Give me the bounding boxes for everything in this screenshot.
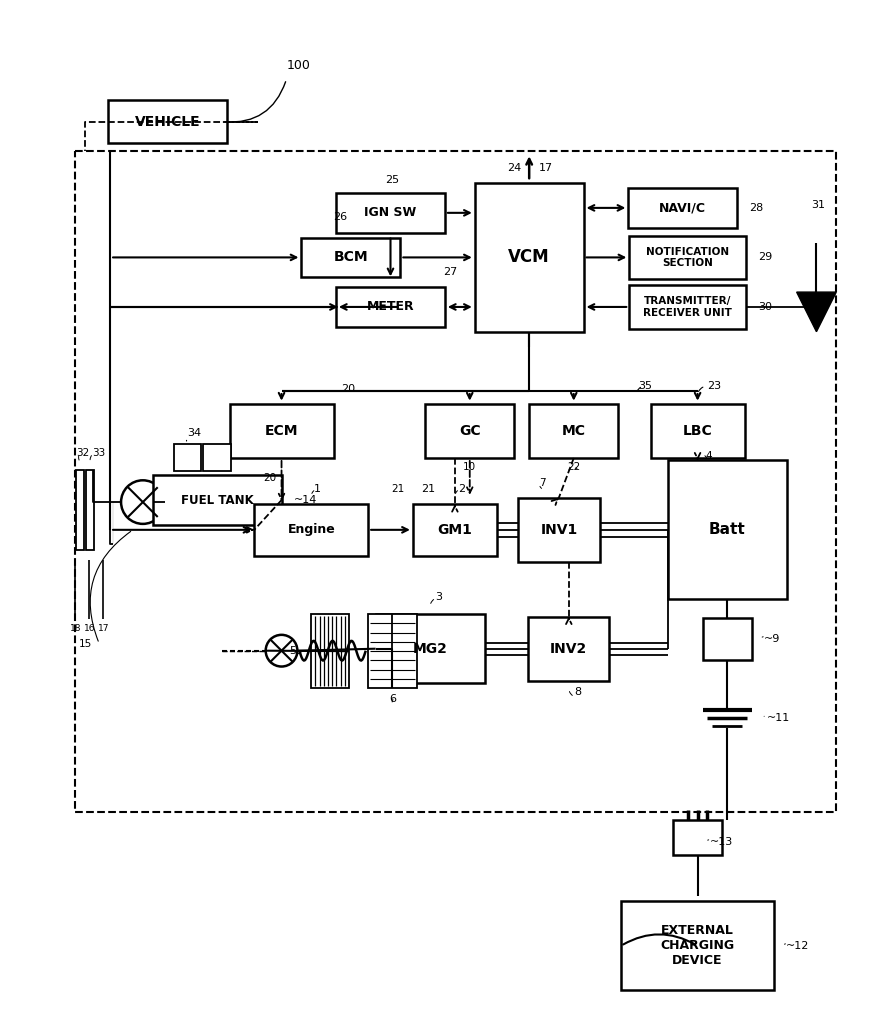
- Text: 3: 3: [435, 592, 442, 602]
- Bar: [75, 152, 836, 812]
- Text: 24: 24: [508, 163, 522, 173]
- Text: INV2: INV2: [550, 642, 587, 655]
- Bar: [376, 614, 485, 683]
- Bar: [311, 614, 349, 688]
- Text: 5: 5: [290, 646, 297, 656]
- Text: VEHICLE: VEHICLE: [135, 115, 200, 129]
- Text: 17: 17: [539, 163, 553, 173]
- Text: INV1: INV1: [540, 523, 578, 537]
- Text: 27: 27: [443, 267, 457, 278]
- Text: 30: 30: [758, 302, 772, 312]
- Text: 6: 6: [389, 694, 396, 705]
- Text: 20: 20: [341, 384, 355, 393]
- Bar: [76, 470, 84, 550]
- Bar: [174, 443, 201, 471]
- Text: 10: 10: [463, 462, 477, 472]
- Text: 17: 17: [97, 624, 109, 633]
- Text: 21: 21: [421, 484, 435, 495]
- Text: Batt: Batt: [709, 522, 746, 538]
- Polygon shape: [797, 292, 836, 332]
- Bar: [368, 614, 417, 688]
- Text: ~12: ~12: [786, 941, 810, 951]
- Bar: [108, 100, 227, 143]
- Bar: [703, 618, 752, 659]
- Bar: [672, 820, 722, 855]
- Text: NOTIFICATION
SECTION: NOTIFICATION SECTION: [646, 247, 729, 268]
- Bar: [528, 616, 610, 681]
- Bar: [336, 194, 445, 232]
- Text: GM1: GM1: [438, 523, 472, 537]
- Text: 100: 100: [286, 59, 310, 73]
- Text: 20: 20: [264, 473, 276, 483]
- Bar: [152, 475, 282, 525]
- Text: MG2: MG2: [413, 642, 447, 655]
- Text: 16: 16: [83, 624, 95, 633]
- Text: 21: 21: [391, 484, 404, 495]
- Text: ~13: ~13: [710, 837, 733, 847]
- Text: 18: 18: [70, 624, 82, 633]
- Text: 29: 29: [758, 253, 773, 262]
- Text: BCM: BCM: [333, 251, 369, 264]
- Bar: [518, 498, 600, 562]
- Text: 25: 25: [385, 175, 400, 185]
- Bar: [425, 403, 514, 458]
- Text: 33: 33: [92, 447, 105, 458]
- Text: VCM: VCM: [509, 249, 550, 266]
- Text: Engine: Engine: [287, 523, 335, 537]
- Bar: [529, 403, 618, 458]
- Bar: [475, 183, 584, 332]
- Bar: [668, 461, 787, 599]
- Text: ~14: ~14: [293, 496, 317, 505]
- Text: 2: 2: [458, 484, 465, 495]
- Text: IGN SW: IGN SW: [364, 207, 416, 219]
- Text: 15: 15: [79, 639, 92, 649]
- Text: TRANSMITTER/
RECEIVER UNIT: TRANSMITTER/ RECEIVER UNIT: [643, 296, 732, 317]
- Text: 26: 26: [333, 212, 347, 222]
- Bar: [621, 901, 774, 990]
- Text: 8: 8: [574, 687, 581, 696]
- Bar: [203, 443, 231, 471]
- Text: METER: METER: [367, 300, 415, 313]
- Text: 32: 32: [76, 447, 89, 458]
- Bar: [413, 504, 497, 556]
- Text: 31: 31: [812, 200, 826, 210]
- Bar: [254, 504, 369, 556]
- Text: GC: GC: [459, 424, 480, 438]
- Text: 23: 23: [708, 381, 721, 391]
- Bar: [336, 287, 445, 327]
- Text: FUEL TANK: FUEL TANK: [181, 494, 253, 507]
- Bar: [301, 238, 400, 278]
- Text: ~11: ~11: [767, 713, 790, 723]
- Text: ECM: ECM: [265, 424, 299, 438]
- Text: ~9: ~9: [764, 634, 781, 644]
- Text: 34: 34: [188, 428, 201, 437]
- Bar: [87, 470, 94, 550]
- Text: NAVI/C: NAVI/C: [659, 202, 706, 214]
- Text: LBC: LBC: [683, 424, 712, 438]
- Text: EXTERNAL
CHARGING
DEVICE: EXTERNAL CHARGING DEVICE: [661, 925, 734, 968]
- Text: 4: 4: [705, 452, 712, 461]
- Text: 22: 22: [567, 462, 580, 472]
- Bar: [650, 403, 744, 458]
- Bar: [229, 403, 333, 458]
- Bar: [629, 285, 746, 329]
- Text: 28: 28: [749, 203, 764, 213]
- Text: 7: 7: [539, 478, 546, 487]
- Bar: [628, 188, 737, 227]
- Text: 1: 1: [315, 484, 322, 495]
- Bar: [629, 236, 746, 280]
- Text: MC: MC: [562, 424, 586, 438]
- Text: 35: 35: [638, 381, 652, 391]
